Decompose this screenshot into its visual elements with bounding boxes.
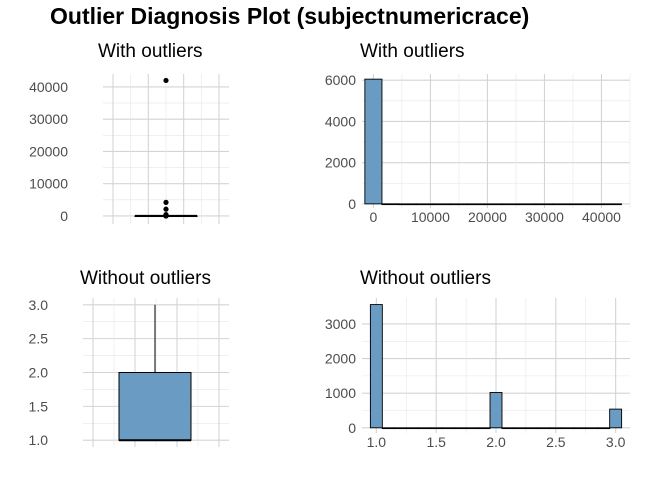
histogram-bar (369, 304, 383, 429)
y-tick-label: 2.5 (29, 331, 49, 347)
x-tick-label: 2.5 (546, 434, 566, 450)
histogram-bar (432, 203, 451, 206)
x-tick-label: 30000 (525, 209, 564, 225)
y-tick-label: 1.0 (29, 432, 49, 448)
histogram-bar (501, 427, 515, 430)
chart-title: Outlier Diagnosis Plot (subjectnumericra… (50, 3, 529, 29)
x-tick-label: 1.0 (367, 434, 387, 450)
outlier-point (163, 77, 169, 84)
y-tick-label: 2.0 (29, 365, 49, 381)
x-tick-label: 20000 (468, 209, 507, 225)
histogram-bar (393, 427, 407, 430)
histogram-bar (525, 427, 539, 430)
histogram-bar (477, 427, 491, 430)
y-tick-label: 2000 (325, 351, 356, 367)
histogram-bar (603, 203, 622, 206)
x-tick-label: 2.0 (486, 434, 506, 450)
panel-title: Without outliers (360, 268, 491, 289)
histogram-bar (449, 203, 468, 206)
x-tick-label: 10000 (411, 209, 450, 225)
histogram-bar (513, 427, 527, 430)
histogram-bar (561, 427, 575, 430)
x-tick-label: 0 (370, 209, 378, 225)
x-tick-label: 3.0 (606, 434, 626, 450)
histogram-bar (549, 427, 563, 430)
y-tick-label: 6000 (325, 72, 356, 88)
histogram-bar (417, 427, 431, 430)
y-tick-label: 1.5 (29, 398, 49, 414)
x-tick-label: 40000 (582, 209, 621, 225)
y-tick-label: 4000 (325, 113, 356, 129)
panel-title: With outliers (98, 41, 203, 62)
y-tick-label: 40000 (29, 79, 68, 95)
histogram-bar (364, 78, 383, 205)
histogram-bar (415, 203, 434, 206)
y-tick-label: 30000 (29, 111, 68, 127)
histogram-bar (569, 203, 588, 206)
y-tick-label: 0 (348, 196, 356, 212)
y-tick-label: 0 (60, 208, 68, 224)
histogram-bar (597, 427, 611, 430)
histogram-bar (609, 408, 623, 429)
histogram-bar (585, 427, 599, 430)
histogram-bar (484, 203, 503, 206)
histogram-bar (518, 203, 537, 206)
histogram-bar (381, 203, 400, 206)
panel-histogram-without-outliers: Without outliers 0 1000 2000 3000 1.0 1.5 2.0 2.… (325, 268, 630, 450)
outlier-point (163, 199, 169, 205)
histogram-bar (586, 203, 605, 206)
y-tick-label: 2000 (325, 155, 356, 171)
panel-title: With outliers (360, 41, 465, 62)
histogram-bar (573, 427, 587, 430)
panel-box-without-outliers: Without outliers 1.0 1.5 2.0 2.5 3.0 (29, 268, 229, 448)
histogram-bar (535, 203, 554, 206)
histogram-bar (381, 427, 395, 430)
box-iqr (118, 372, 192, 441)
histogram-bar (398, 203, 417, 206)
panel-histogram-with-outliers: With outliers 0 2000 4000 6000 0 10000 20000 300… (325, 41, 631, 225)
histogram-bar (465, 427, 479, 430)
histogram-bar (501, 203, 520, 206)
histogram-bar (453, 427, 467, 430)
histogram-bar (429, 427, 443, 430)
histogram-bar (489, 392, 503, 429)
y-tick-label: 1000 (325, 385, 356, 401)
panel-title: Without outliers (80, 268, 211, 289)
x-tick-label: 1.5 (426, 434, 446, 450)
histogram-bar (405, 427, 419, 430)
outlier-point (163, 206, 169, 212)
histogram-bar (467, 203, 486, 206)
histogram-bar (537, 427, 551, 430)
y-tick-label: 20000 (29, 143, 68, 159)
outlier-point (163, 212, 169, 218)
y-tick-label: 3.0 (29, 297, 49, 313)
histogram-bar (552, 203, 571, 206)
histogram-bar (441, 427, 455, 430)
y-tick-label: 3000 (325, 316, 356, 332)
y-tick-label: 0 (348, 420, 356, 436)
panel-box-with-outliers: With outliers 0 10000 20000 30000 40000 (29, 41, 229, 224)
y-tick-label: 10000 (29, 176, 68, 192)
